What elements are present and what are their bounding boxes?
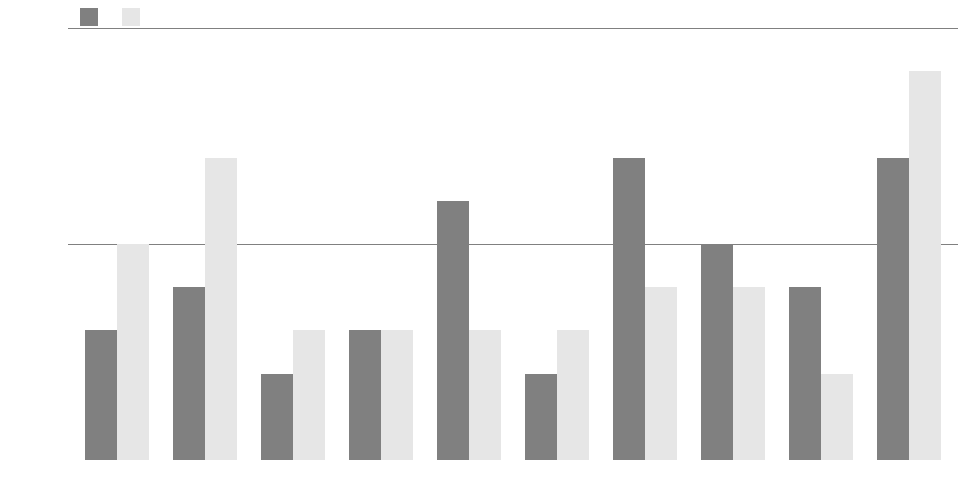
bar-group — [613, 28, 677, 460]
bar-group — [789, 28, 853, 460]
bar-series-a — [437, 201, 469, 460]
legend-item — [122, 8, 140, 26]
bar-group — [701, 28, 765, 460]
bar-series-a — [349, 330, 381, 460]
bar-series-a — [877, 158, 909, 460]
bar-series-b — [469, 330, 501, 460]
bar-group — [349, 28, 413, 460]
bar-series-a — [613, 158, 645, 460]
chart-stage — [0, 0, 960, 500]
bar-group — [525, 28, 589, 460]
bar-series-b — [557, 330, 589, 460]
bar-group — [437, 28, 501, 460]
bar-series-b — [205, 158, 237, 460]
bar-series-b — [733, 287, 765, 460]
legend-item — [80, 8, 98, 26]
bar-group — [877, 28, 941, 460]
bar-series-b — [909, 71, 941, 460]
legend-swatch — [122, 8, 140, 26]
bar-group — [261, 28, 325, 460]
bar-series-b — [381, 330, 413, 460]
bar-series-b — [821, 374, 853, 460]
bar-series-b — [293, 330, 325, 460]
bar-series-b — [117, 244, 149, 460]
bar-group — [85, 28, 149, 460]
bar-series-a — [261, 374, 293, 460]
legend — [80, 8, 140, 26]
bar-series-a — [701, 244, 733, 460]
bar-series-a — [173, 287, 205, 460]
bar-series-a — [85, 330, 117, 460]
bar-group — [173, 28, 237, 460]
bar-series-a — [525, 374, 557, 460]
bar-series-b — [645, 287, 677, 460]
bar-series-a — [789, 287, 821, 460]
legend-swatch — [80, 8, 98, 26]
